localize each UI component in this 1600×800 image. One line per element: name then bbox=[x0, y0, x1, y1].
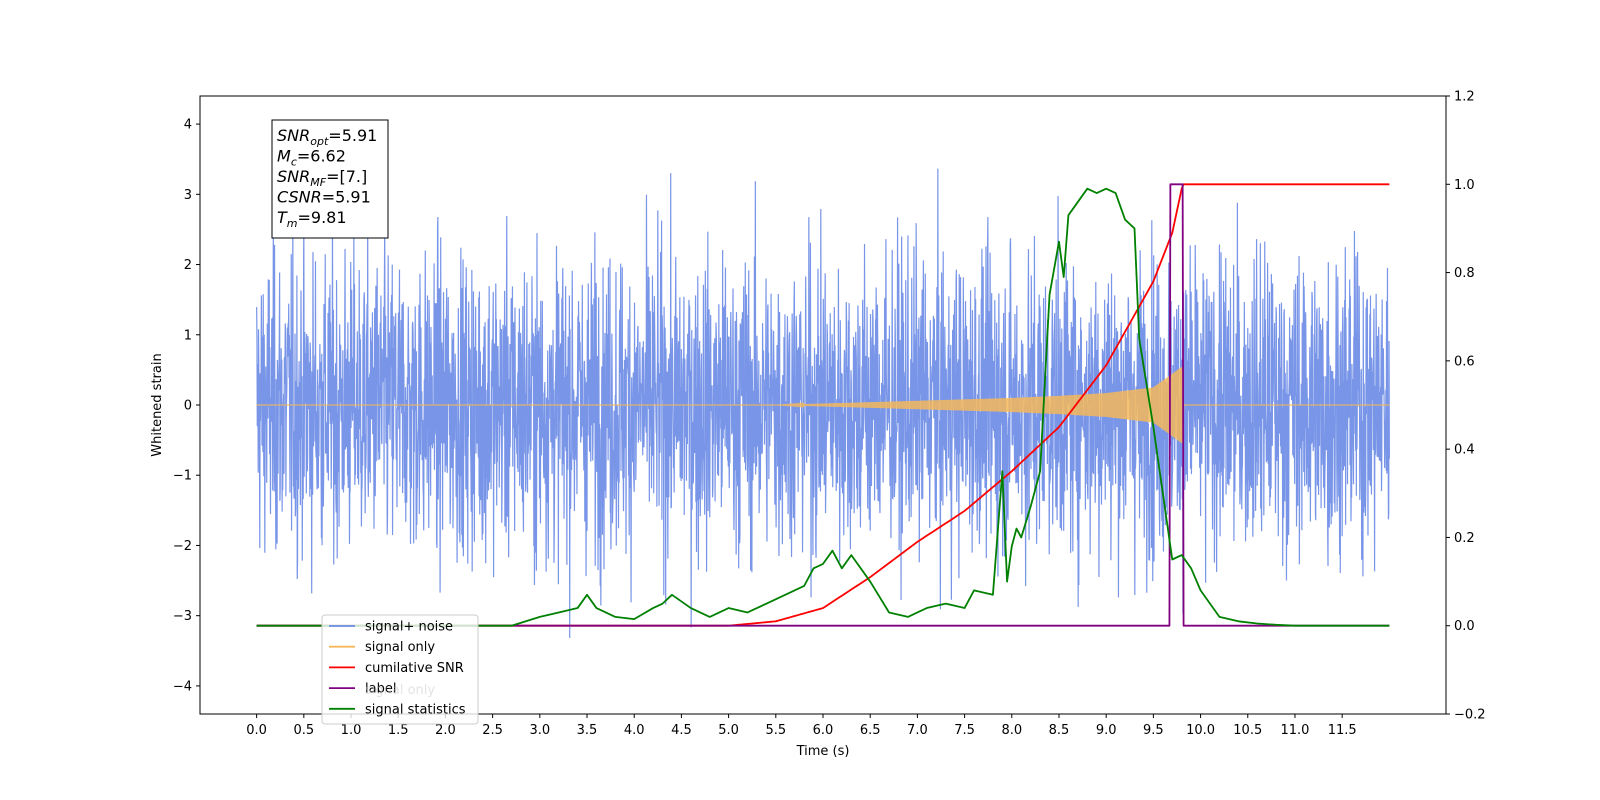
y-tick-label: 3 bbox=[184, 188, 192, 203]
x-tick-label: 11.0 bbox=[1280, 723, 1309, 738]
legend-label: cumilative SNR bbox=[365, 661, 464, 676]
y-tick-label: −4 bbox=[173, 679, 192, 694]
annotation-line: SNRMF=[7.] bbox=[277, 167, 367, 189]
x-tick-label: 1.5 bbox=[388, 723, 409, 738]
y-tick-label: 1 bbox=[184, 328, 192, 343]
x-tick-label: 0.5 bbox=[293, 723, 314, 738]
y2-tick-label: 0.6 bbox=[1454, 354, 1475, 369]
legend-label: signal statistics bbox=[365, 702, 466, 717]
annotation-line: Mc=6.62 bbox=[277, 147, 346, 169]
y2-tick-label: 1.2 bbox=[1454, 90, 1475, 105]
x-tick-label: 9.5 bbox=[1143, 723, 1164, 738]
x-tick-label: 10.5 bbox=[1233, 723, 1262, 738]
plot-series bbox=[256, 168, 1390, 638]
legend-overlap-label: signal only bbox=[365, 683, 435, 698]
y2-tick-label: 1.0 bbox=[1454, 178, 1475, 193]
y2-tick-label: 0.4 bbox=[1454, 443, 1475, 458]
annotation-line: CSNR=5.91 bbox=[277, 188, 371, 207]
x-axis-label: Time (s) bbox=[796, 744, 850, 759]
x-tick-label: 8.0 bbox=[1001, 723, 1022, 738]
x-tick-label: 1.0 bbox=[341, 723, 362, 738]
series-signal-noise bbox=[256, 168, 1390, 638]
annotation-line: Tm=9.81 bbox=[277, 208, 347, 230]
x-tick-label: 6.0 bbox=[813, 723, 834, 738]
y-tick-label: −3 bbox=[173, 609, 192, 624]
x-tick-label: 4.0 bbox=[624, 723, 645, 738]
legend-label: label bbox=[365, 682, 396, 697]
legend-frame bbox=[321, 614, 479, 725]
y2-tick-label: 0.8 bbox=[1454, 266, 1475, 281]
x-tick-label: 7.0 bbox=[907, 723, 928, 738]
x-tick-label: 4.5 bbox=[671, 723, 692, 738]
x-tick-label: 2.5 bbox=[482, 723, 503, 738]
x-tick-label: 5.5 bbox=[765, 723, 786, 738]
legend-label: signal only bbox=[365, 640, 435, 655]
legend-label: signal+ noise bbox=[365, 620, 453, 635]
series-label bbox=[256, 183, 1390, 627]
y2-axis-ticks: 1.2 1.0 0.8 0.6 0.4 0.2 0.0 −0.2 bbox=[1446, 90, 1486, 723]
x-axis-ticks: 0.0 0.5 1.0 1.5 2.0 2.5 3.0 3.5 4.0 4.5 5.0 5.5 6.0 6… bbox=[246, 714, 1357, 738]
y-tick-label: −2 bbox=[173, 539, 192, 554]
series-signal-only bbox=[256, 366, 1390, 444]
y-tick-label: 2 bbox=[184, 258, 192, 273]
x-tick-label: 9.0 bbox=[1096, 723, 1117, 738]
y-tick-label: 4 bbox=[184, 118, 192, 133]
x-tick-label: 8.5 bbox=[1049, 723, 1070, 738]
x-tick-label: 2.0 bbox=[435, 723, 456, 738]
stats-annotation-box: SNRopt=5.91Mc=6.62SNRMF=[7.]CSNR=5.91Tm=… bbox=[271, 119, 389, 239]
y2-tick-label: 0.2 bbox=[1454, 531, 1475, 546]
x-tick-label: 5.0 bbox=[718, 723, 739, 738]
x-tick-label: 7.5 bbox=[954, 723, 975, 738]
x-tick-label: 11.5 bbox=[1328, 723, 1357, 738]
y2-tick-label: −0.2 bbox=[1454, 708, 1486, 723]
y-axis-ticks: 4 3 2 1 0 −1 −2 −3 −4 bbox=[173, 118, 200, 694]
x-tick-label: 3.0 bbox=[529, 723, 550, 738]
y2-tick-label: 0.0 bbox=[1454, 619, 1475, 634]
y-axis-label: Whitened strain bbox=[150, 353, 165, 456]
annotation-line: SNRopt=5.91 bbox=[277, 126, 377, 148]
y-tick-label: −1 bbox=[173, 469, 192, 484]
x-tick-label: 0.0 bbox=[246, 723, 267, 738]
annotation-frame bbox=[271, 119, 389, 239]
x-tick-label: 10.0 bbox=[1186, 723, 1215, 738]
x-tick-label: 3.5 bbox=[577, 723, 598, 738]
y-tick-label: 0 bbox=[184, 399, 192, 414]
x-tick-label: 6.5 bbox=[860, 723, 881, 738]
legend: signal+ noise signal only cumilative SNR la… bbox=[321, 614, 479, 725]
series-signal-statistics bbox=[256, 187, 1390, 627]
